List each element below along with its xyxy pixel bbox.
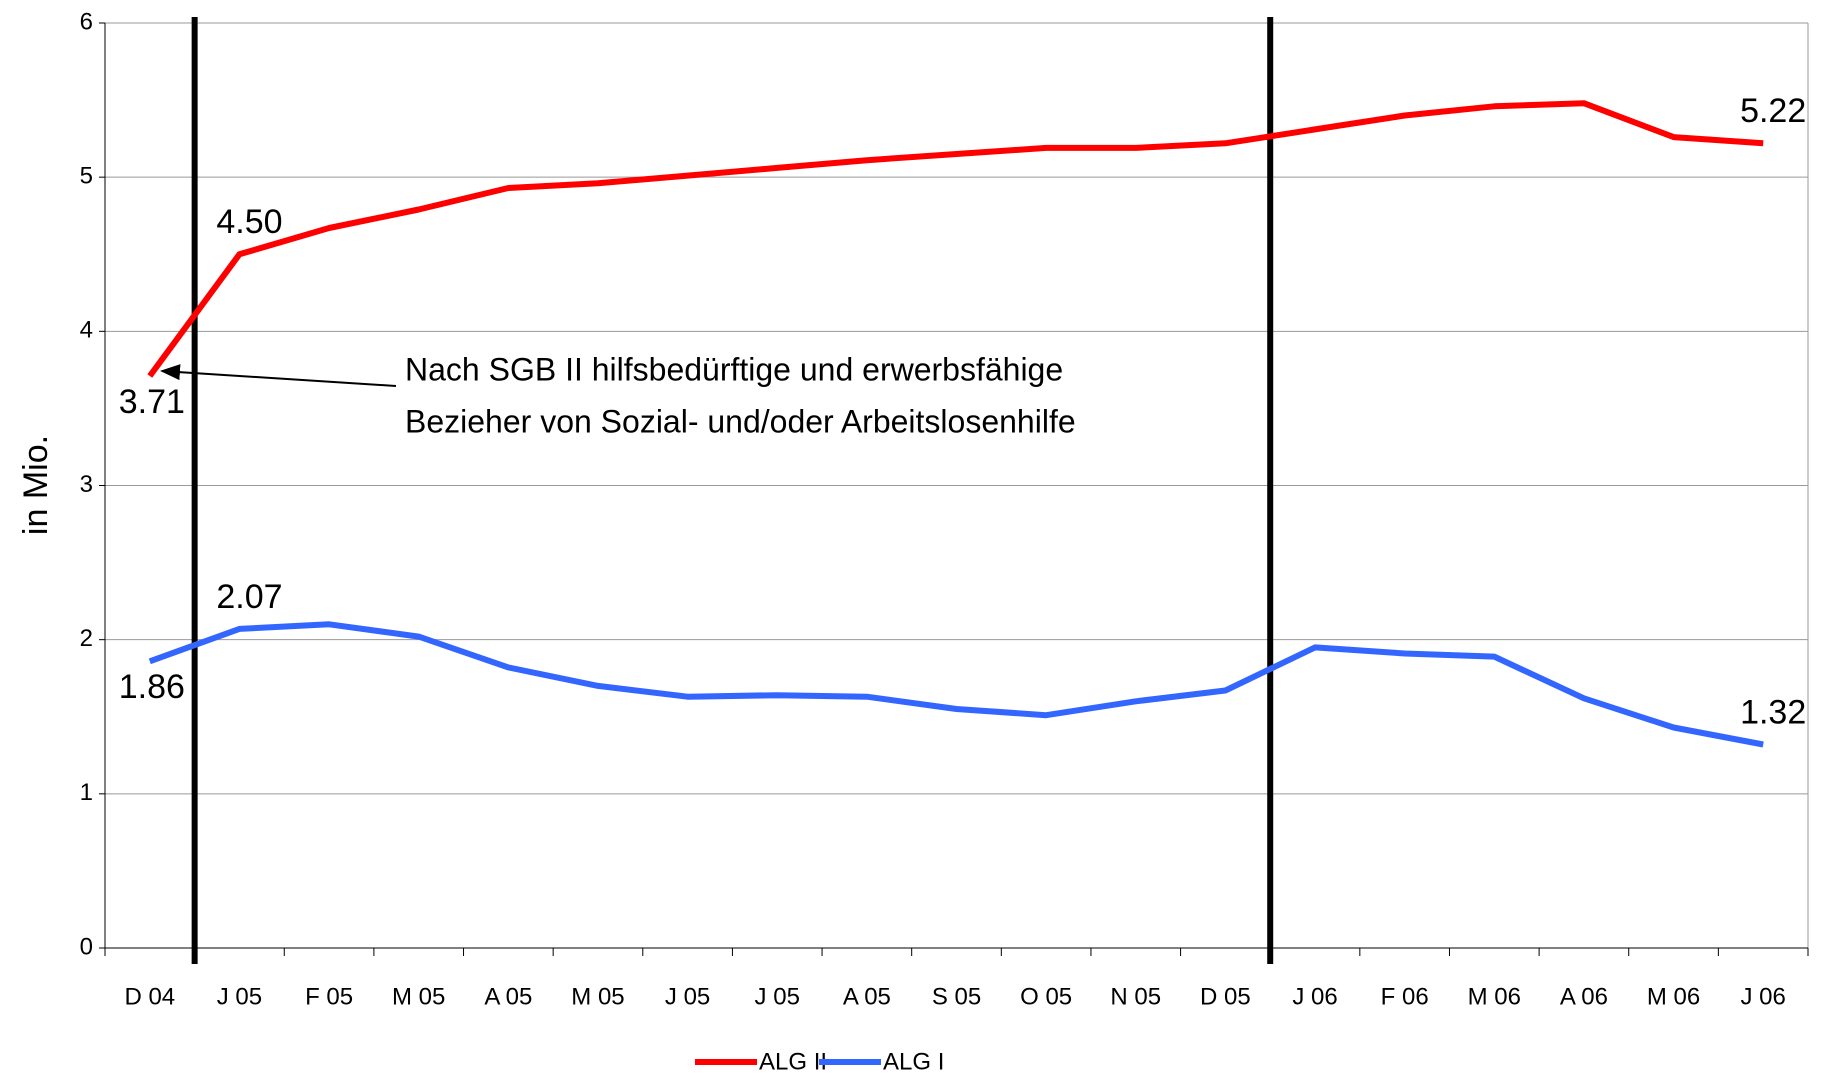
x-tick-label: J 05 [755,983,800,1010]
x-tick-label: F 05 [305,983,353,1010]
series-line [147,100,1764,378]
x-tick-label: O 05 [1020,983,1072,1010]
annotation-arrow [160,364,397,387]
y-tick-label: 1 [80,779,93,806]
y-tick-label: 2 [80,625,93,652]
x-tick-label: M 05 [571,983,624,1010]
x-tick-label: J 05 [217,983,262,1010]
annotation: Nach SGB II hilfsbedürftige und erwerbsf… [405,351,1063,387]
x-tick-label: S 05 [932,983,981,1010]
series-line [148,621,1764,748]
data-label: 4.50 [216,203,282,241]
x-tick-label: M 05 [392,983,445,1010]
legend-label: ALG I [883,1048,944,1075]
x-tick-label: A 05 [843,983,891,1010]
data-label: 3.71 [119,383,185,421]
y-tick-label: 0 [80,933,93,960]
annotation: Bezieher von Sozial- und/oder Arbeitslos… [405,403,1076,439]
y-tick-label: 3 [80,471,93,498]
x-tick-label: J 05 [665,983,710,1010]
y-tick-label: 6 [80,8,93,35]
data-label: 1.32 [1740,693,1806,731]
x-tick-label: D 05 [1200,983,1251,1010]
x-tick-label: M 06 [1647,983,1700,1010]
x-tick-label: D 04 [124,983,175,1010]
x-tick-label: F 06 [1381,983,1429,1010]
x-tick-label: J 06 [1740,983,1785,1010]
x-tick-label: J 06 [1292,983,1337,1010]
y-tick-label: 4 [80,317,93,344]
x-tick-label: M 06 [1468,983,1521,1010]
data-label: 5.22 [1740,92,1806,130]
y-tick-label: 5 [80,163,93,190]
legend-label: ALG II [759,1048,827,1075]
data-label: 2.07 [216,578,282,616]
y-axis-label: in Mio. [17,435,55,535]
data-label: 1.86 [119,668,185,706]
x-tick-label: A 06 [1560,983,1608,1010]
x-tick-label: N 05 [1110,983,1161,1010]
x-tick-label: A 05 [484,983,532,1010]
